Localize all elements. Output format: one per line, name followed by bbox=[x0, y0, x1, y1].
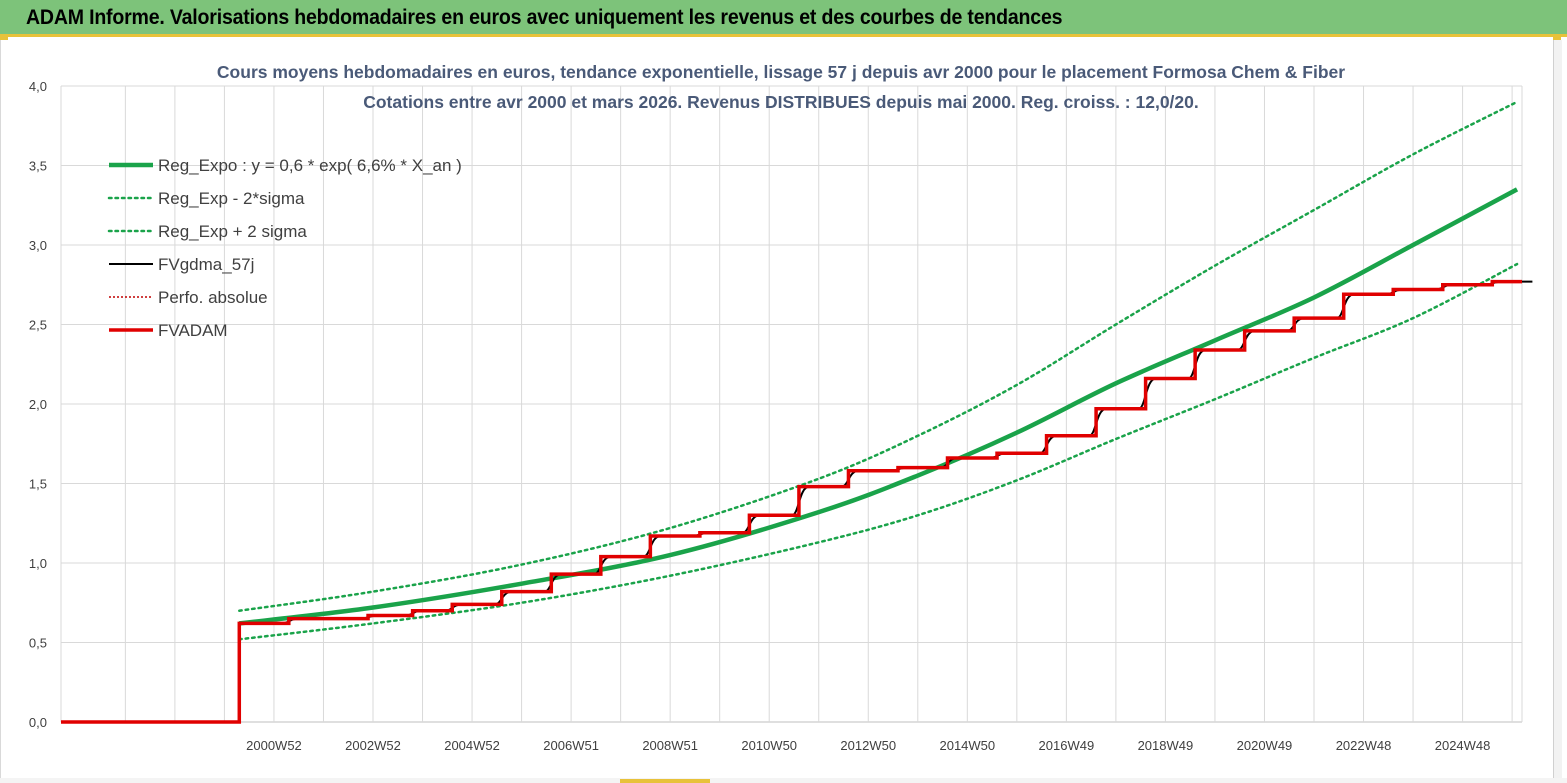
y-tick-label: 1,0 bbox=[29, 556, 47, 571]
legend: Reg_Expo : y = 0,6 * exp( 6,6% * X_an ) R… bbox=[107, 156, 462, 340]
y-tick-label: 0,5 bbox=[29, 636, 47, 651]
legend-label: Reg_Expo : y = 0,6 * exp( 6,6% * X_an ) bbox=[158, 156, 462, 175]
chart-subtitle: Cotations entre avr 2000 et mars 2026. R… bbox=[363, 92, 1199, 112]
x-tick-label: 2012W50 bbox=[840, 738, 896, 753]
y-tick-label: 3,0 bbox=[29, 238, 47, 253]
x-tick-label: 2010W50 bbox=[741, 738, 797, 753]
y-tick-label: 2,0 bbox=[29, 397, 47, 412]
y-tick-label: 0,0 bbox=[29, 715, 47, 730]
x-tick-label: 2022W48 bbox=[1336, 738, 1392, 753]
legend-label: Perfo. absolue bbox=[158, 288, 268, 307]
series-fvadam bbox=[61, 279, 1522, 724]
series-upper-band bbox=[238, 100, 1519, 612]
x-tick-label: 2006W51 bbox=[543, 738, 599, 753]
y-tick-label: 4,0 bbox=[29, 79, 47, 94]
y-tick-label: 2,5 bbox=[29, 318, 47, 333]
gridlines bbox=[60, 85, 1523, 723]
series-perfo-absolue bbox=[61, 280, 1522, 723]
x-tick-label: 2000W52 bbox=[246, 738, 302, 753]
x-tick-label: 2016W49 bbox=[1039, 738, 1095, 753]
report-title: ADAM Informe. Valorisations hebdomadaire… bbox=[26, 6, 1063, 29]
x-tick-label: 2014W50 bbox=[939, 738, 995, 753]
axis-labels: 0,0 0,5 1,0 1,5 2,0 2,5 3,0 3,5 4,0 2000W52 2002W5… bbox=[29, 79, 1490, 753]
series-trend bbox=[239, 187, 1519, 626]
x-tick-label: 2020W49 bbox=[1237, 738, 1293, 753]
series-layer bbox=[61, 100, 1533, 724]
legend-label: FVgdma_57j bbox=[158, 255, 254, 274]
legend-label: Reg_Exp - 2*sigma bbox=[158, 189, 305, 208]
chart-title: Cours moyens hebdomadaires en euros, ten… bbox=[217, 62, 1345, 82]
banner-corner-right bbox=[1553, 36, 1561, 40]
sheet-bottom-accent bbox=[620, 779, 710, 783]
sheet-right-edge bbox=[1553, 40, 1562, 783]
y-tick-label: 3,5 bbox=[29, 159, 47, 174]
x-tick-label: 2008W51 bbox=[642, 738, 698, 753]
x-tick-label: 2002W52 bbox=[345, 738, 401, 753]
line-chart: 0,0 0,5 1,0 1,5 2,0 2,5 3,0 3,5 4,0 2000W52 2002W5… bbox=[29, 62, 1533, 753]
y-tick-label: 1,5 bbox=[29, 477, 47, 492]
series-fvgdma bbox=[61, 280, 1533, 723]
x-tick-label: 2004W52 bbox=[444, 738, 500, 753]
sheet-bottom-edge bbox=[0, 778, 1567, 783]
legend-label: Reg_Exp + 2 sigma bbox=[158, 222, 307, 241]
x-tick-label: 2024W48 bbox=[1435, 738, 1491, 753]
report-banner: ADAM Informe. Valorisations hebdomadaire… bbox=[0, 0, 1567, 37]
series-lower-band bbox=[238, 262, 1519, 641]
chart-area: 0,0 0,5 1,0 1,5 2,0 2,5 3,0 3,5 4,0 2000W52 2002W5… bbox=[0, 40, 1553, 778]
legend-label: FVADAM bbox=[158, 321, 228, 340]
x-tick-label: 2018W49 bbox=[1138, 738, 1194, 753]
banner-corner-left bbox=[0, 36, 8, 40]
